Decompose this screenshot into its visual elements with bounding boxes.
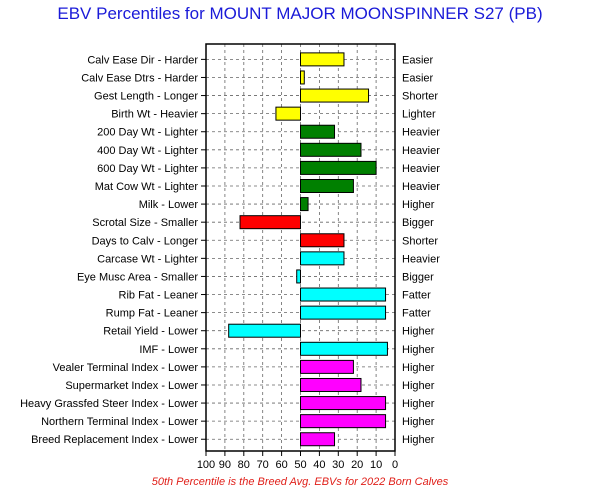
direction-label: Higher	[402, 344, 435, 356]
bar	[300, 52, 345, 67]
x-tick-labels: 100 90 80 70 60 50 40 30 20 10 0	[197, 451, 398, 471]
bar	[300, 341, 388, 356]
direction-label: Heavier	[402, 163, 440, 175]
direction-label: Fatter	[402, 308, 431, 320]
bar	[300, 70, 305, 85]
bar	[300, 88, 370, 103]
category-label: Carcase Wt - Lighter	[97, 253, 198, 265]
direction-label: Higher	[402, 380, 435, 392]
direction-labels: Easier Easier Shorter Lighter Heavier Heavier…	[402, 54, 440, 446]
bar	[300, 160, 377, 175]
x-tick-label: 10	[370, 459, 382, 471]
category-label: IMF - Lower	[139, 344, 198, 356]
direction-label: Heavier	[402, 127, 440, 139]
category-label: Days to Calv - Longer	[92, 235, 199, 247]
category-label: Retail Yield - Lower	[103, 326, 198, 338]
bar	[275, 106, 301, 121]
x-tick-label: 20	[351, 459, 363, 471]
direction-label: Higher	[402, 416, 435, 428]
direction-label: Easier	[402, 72, 434, 84]
category-label: 200 Day Wt - Lighter	[97, 127, 198, 139]
category-label: Scrotal Size - Smaller	[92, 217, 198, 229]
bar	[300, 287, 387, 302]
bar	[300, 251, 345, 266]
bar	[300, 142, 362, 157]
chart-title: EBV Percentiles for MOUNT MAJOR MOONSPIN…	[57, 4, 543, 23]
bar	[300, 124, 336, 139]
bar	[300, 233, 345, 248]
category-label: Birth Wt - Heavier	[111, 109, 198, 121]
bar	[300, 359, 354, 374]
direction-label: Bigger	[402, 217, 434, 229]
bar	[300, 197, 309, 212]
x-tick-label: 100	[197, 459, 215, 471]
direction-label: Shorter	[402, 235, 438, 247]
direction-label: Bigger	[402, 271, 434, 283]
direction-label: Fatter	[402, 290, 431, 302]
direction-label: Lighter	[402, 109, 436, 121]
category-label: Calv Ease Dir - Harder	[87, 54, 198, 66]
x-tick-label: 60	[275, 459, 287, 471]
bar	[300, 414, 387, 429]
category-labels: Calv Ease Dir - Harder Calv Ease Dtrs - H…	[20, 54, 206, 446]
x-tick-label: 40	[313, 459, 325, 471]
x-tick-label: 30	[332, 459, 344, 471]
direction-label: Higher	[402, 398, 435, 410]
bar	[300, 377, 362, 392]
direction-label: Shorter	[402, 91, 438, 103]
direction-label: Higher	[402, 362, 435, 374]
category-label: 400 Day Wt - Lighter	[97, 145, 198, 157]
bar	[300, 305, 387, 320]
x-tick-label: 80	[238, 459, 250, 471]
category-label: Calv Ease Dtrs - Harder	[81, 72, 198, 84]
category-label: Milk - Lower	[139, 199, 199, 211]
bar	[296, 269, 302, 284]
category-label: Heavy Grassfed Steer Index - Lower	[20, 398, 198, 410]
category-label: Rump Fat - Leaner	[106, 308, 199, 320]
category-label: Supermarket Index - Lower	[65, 380, 198, 392]
category-label: Vealer Terminal Index - Lower	[53, 362, 199, 374]
footnote: 50th Percentile is the Breed Avg. EBVs f…	[151, 476, 449, 488]
direction-label: Higher	[402, 434, 435, 446]
bar	[300, 178, 354, 193]
category-label: Mat Cow Wt - Lighter	[95, 181, 199, 193]
direction-label: Heavier	[402, 145, 440, 157]
category-label: Breed Replacement Index - Lower	[31, 434, 198, 446]
category-label: Northern Terminal Index - Lower	[41, 416, 198, 428]
direction-label: Higher	[402, 199, 435, 211]
direction-label: Heavier	[402, 253, 440, 265]
x-tick-label: 90	[219, 459, 231, 471]
bar	[300, 432, 336, 447]
category-label: 600 Day Wt - Lighter	[97, 163, 198, 175]
bar	[228, 323, 301, 338]
x-tick-label: 0	[392, 459, 398, 471]
x-tick-label: 70	[257, 459, 269, 471]
direction-label: Heavier	[402, 181, 440, 193]
category-label: Rib Fat - Leaner	[119, 290, 199, 302]
bars	[228, 52, 388, 447]
category-label: Gest Length - Longer	[94, 91, 198, 103]
bar	[239, 215, 302, 230]
direction-label: Easier	[402, 54, 434, 66]
bar	[300, 396, 387, 411]
x-tick-label: 50	[294, 459, 306, 471]
category-label: Eye Musc Area - Smaller	[77, 271, 198, 283]
direction-label: Higher	[402, 326, 435, 338]
